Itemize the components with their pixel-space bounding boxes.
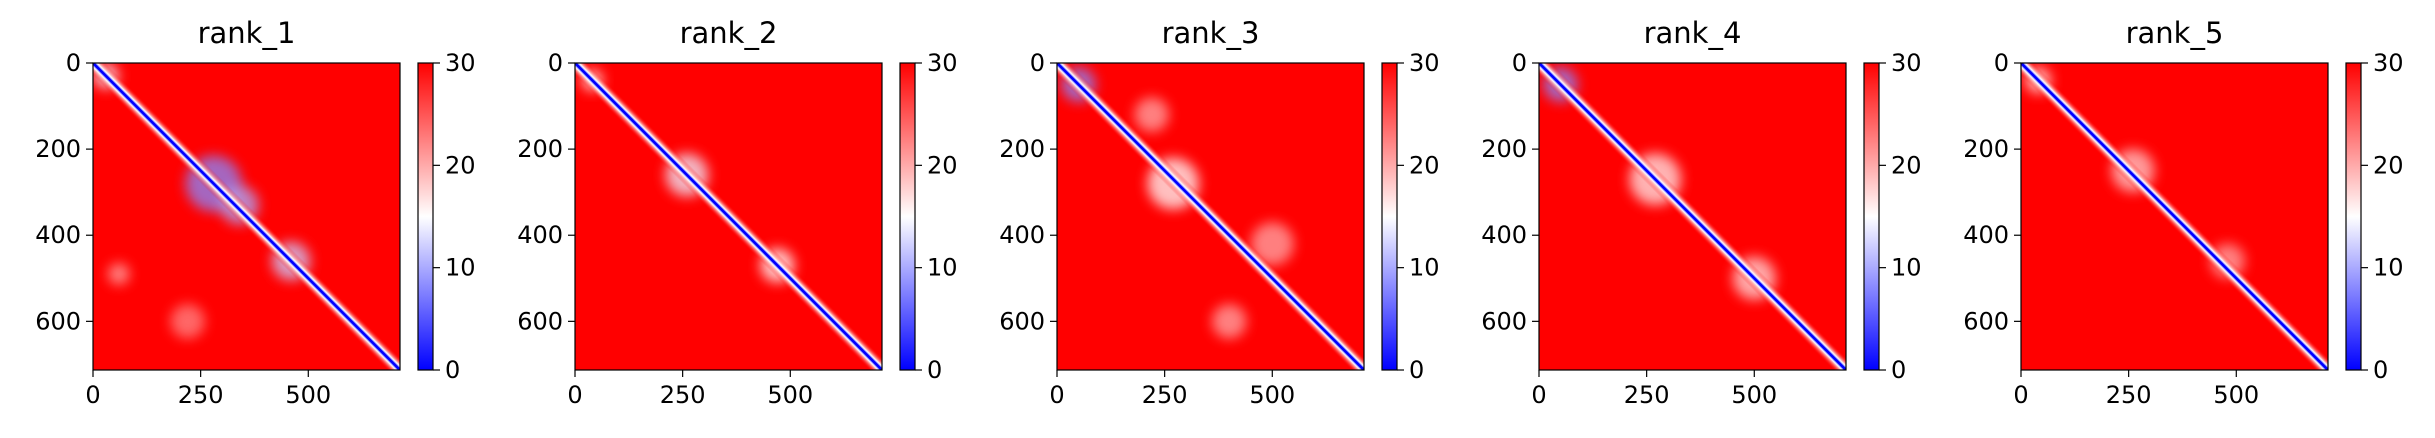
colorbar-tick-label: 30 [445,49,476,77]
colorbar-tick-label: 10 [445,254,476,282]
axes-frame [1538,62,1847,371]
x-tick-label: 500 [2213,381,2259,409]
y-tick-label: 200 [999,135,1045,163]
colorbar-tick-label: 0 [1409,356,1424,384]
panel-title: rank_1 [198,16,296,50]
y-tick-label: 600 [35,307,81,335]
heatmap-image [1057,63,1364,370]
colorbar-tick-label: 0 [445,356,460,384]
contact-cluster [170,304,205,339]
colorbar-gradient [2345,62,2362,371]
diagonal-line [575,63,882,370]
y-tick-label: 0 [1512,49,1527,77]
colorbar-tick-label: 10 [1891,254,1922,282]
axes-frame [1056,62,1365,371]
heatmap-panel-2: rank_2 0 250 500 0 200 400 600 0 10 20 30 [517,16,957,409]
contact-cluster [1134,97,1169,132]
y-tick-label: 200 [35,135,81,163]
colorbar-tick-label: 20 [445,151,476,179]
x-tick-label: 250 [178,381,224,409]
x-tick-label: 0 [85,381,100,409]
heatmap-panel-3: rank_3 0 250 500 0 200 400 600 0 10 20 30 [999,16,1439,409]
x-tick-label: 500 [1731,381,1777,409]
colorbar-tick-label: 20 [1409,151,1440,179]
x-tick-label: 250 [2106,381,2152,409]
colorbar-tick-label: 20 [2373,151,2404,179]
y-tick-label: 600 [517,307,563,335]
y-tick-label: 400 [517,221,563,249]
x-tick-label: 0 [567,381,582,409]
heatmap-image [93,63,400,370]
heatmap-panel-1: rank_1 0 250 500 0 200 400 600 0 10 20 30 [35,16,475,409]
heatmap-panel-5: rank_5 0 250 500 0 200 400 600 0 10 20 30 [1963,16,2403,409]
colorbar-tick-label: 20 [927,151,958,179]
x-tick-label: 0 [2013,381,2028,409]
heatmap-image [2021,63,2328,370]
y-tick-label: 200 [1963,135,2009,163]
x-tick-label: 500 [1249,381,1295,409]
colorbar-tick-label: 30 [2373,49,2404,77]
contact-cluster [108,263,130,285]
colorbar-tick-label: 0 [927,356,942,384]
diagonal-line [2021,63,2328,370]
diagonal-line [1057,63,1364,370]
x-tick-label: 500 [767,381,813,409]
panel-title: rank_4 [1644,16,1742,50]
x-tick-label: 250 [660,381,706,409]
y-tick-label: 400 [1481,221,1527,249]
x-tick-label: 250 [1142,381,1188,409]
colorbar-tick-label: 10 [927,254,958,282]
heatmap-image [1539,63,1846,370]
y-tick-label: 0 [1030,49,1045,77]
y-tick-label: 0 [548,49,563,77]
axes-frame [574,62,883,371]
panel-title: rank_2 [680,16,778,50]
panel-title: rank_5 [2126,16,2224,50]
contact-cluster [1250,222,1294,266]
y-tick-label: 600 [1963,307,2009,335]
colorbar: 0 10 20 30 [417,49,476,384]
colorbar-tick-label: 0 [1891,356,1906,384]
axes-frame [92,62,401,371]
colorbar-gradient [417,62,434,371]
colorbar: 0 10 20 30 [2345,49,2404,384]
diagonal-line [93,63,400,370]
colorbar: 0 10 20 30 [899,49,958,384]
colorbar-gradient [899,62,916,371]
colorbar-gradient [1863,62,1880,371]
x-tick-label: 0 [1049,381,1064,409]
colorbar-tick-label: 30 [1409,49,1440,77]
colorbar-tick-label: 20 [1891,151,1922,179]
panel-title: rank_3 [1162,16,1260,50]
colorbar-tick-label: 30 [927,49,958,77]
colorbar: 0 10 20 30 [1863,49,1922,384]
x-tick-label: 250 [1624,381,1670,409]
y-tick-label: 0 [1994,49,2009,77]
x-tick-label: 500 [285,381,331,409]
heatmap-image [575,63,882,370]
axes-frame [2020,62,2329,371]
x-tick-label: 0 [1531,381,1546,409]
y-tick-label: 400 [999,221,1045,249]
colorbar-tick-label: 10 [2373,254,2404,282]
y-tick-label: 400 [1963,221,2009,249]
colorbar-tick-label: 10 [1409,254,1440,282]
diagonal-line [1539,63,1846,370]
heatmap-panel-4: rank_4 0 250 500 0 200 400 600 0 10 20 30 [1481,16,1921,409]
y-tick-label: 600 [999,307,1045,335]
colorbar-gradient [1381,62,1398,371]
contact-cluster [1212,304,1247,339]
y-tick-label: 600 [1481,307,1527,335]
y-tick-label: 400 [35,221,81,249]
colorbar-tick-label: 0 [2373,356,2388,384]
colorbar-tick-label: 30 [1891,49,1922,77]
colorbar: 0 10 20 30 [1381,49,1440,384]
y-tick-label: 0 [66,49,81,77]
y-tick-label: 200 [517,135,563,163]
y-tick-label: 200 [1481,135,1527,163]
